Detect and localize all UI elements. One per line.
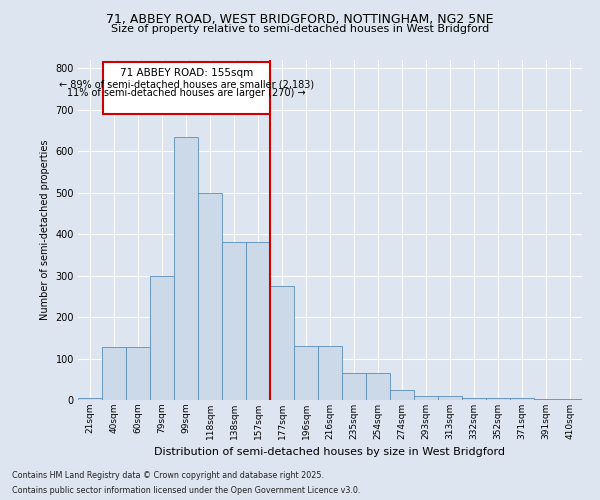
Bar [294,346,318,400]
Bar [558,399,582,400]
Bar [174,136,198,400]
Bar [438,396,462,400]
Text: Size of property relative to semi-detached houses in West Bridgford: Size of property relative to semi-detach… [111,24,489,34]
Bar [366,373,390,400]
Bar [318,346,342,400]
Text: Contains HM Land Registry data © Crown copyright and database right 2025.: Contains HM Land Registry data © Crown c… [12,471,324,480]
Bar [198,192,222,400]
Bar [414,396,438,400]
Y-axis label: Number of semi-detached properties: Number of semi-detached properties [40,140,50,320]
X-axis label: Distribution of semi-detached houses by size in West Bridgford: Distribution of semi-detached houses by … [155,448,505,458]
Bar [390,390,414,400]
Text: 11% of semi-detached houses are larger (270) →: 11% of semi-detached houses are larger (… [67,88,305,98]
Text: Contains public sector information licensed under the Open Government Licence v3: Contains public sector information licen… [12,486,361,495]
Bar [270,286,294,400]
Bar [534,399,558,400]
Text: 71 ABBEY ROAD: 155sqm: 71 ABBEY ROAD: 155sqm [120,68,253,78]
Bar [126,347,150,400]
Bar [486,398,510,400]
Bar [222,242,246,400]
Bar [510,398,534,400]
Text: 71, ABBEY ROAD, WEST BRIDGFORD, NOTTINGHAM, NG2 5NE: 71, ABBEY ROAD, WEST BRIDGFORD, NOTTINGH… [106,12,494,26]
Bar [150,276,174,400]
Bar [462,398,486,400]
Bar [246,242,270,400]
Bar [102,347,126,400]
Bar [342,373,366,400]
Text: ← 89% of semi-detached houses are smaller (2,183): ← 89% of semi-detached houses are smalle… [59,80,314,90]
Bar [78,398,102,400]
FancyBboxPatch shape [103,62,269,114]
